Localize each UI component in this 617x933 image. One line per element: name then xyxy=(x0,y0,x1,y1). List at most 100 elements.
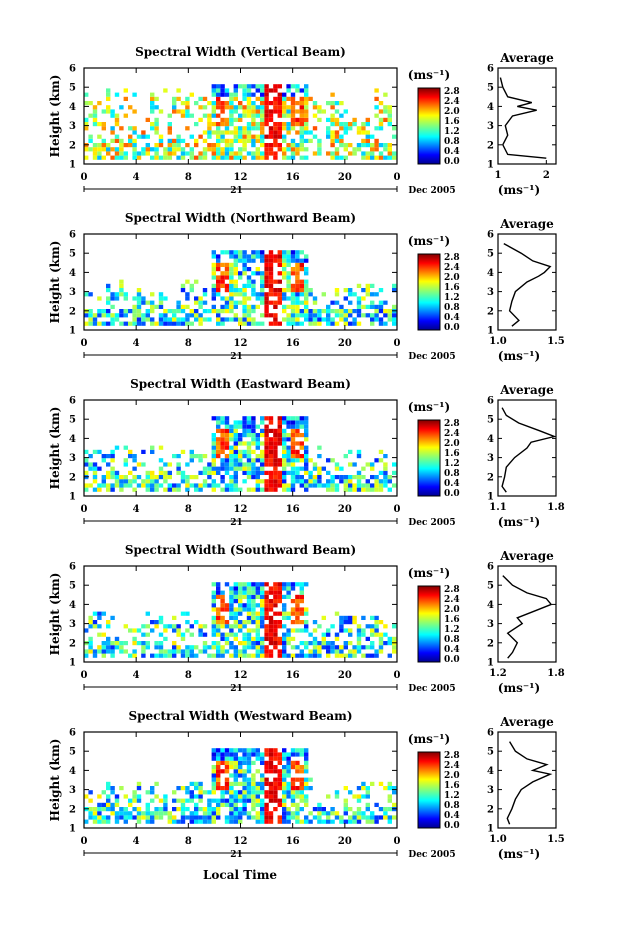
heatmap-cell xyxy=(392,151,397,156)
heatmap-cell xyxy=(330,113,335,118)
heatmap-cell xyxy=(339,466,344,471)
heatmap-cell xyxy=(136,292,142,297)
heatmap-cell xyxy=(370,283,375,288)
heatmap-cell xyxy=(348,641,353,646)
heatmap-cell xyxy=(308,458,313,463)
heatmap-cell xyxy=(317,313,322,318)
heatmap-cell xyxy=(304,267,309,272)
heatmap-cell xyxy=(92,611,98,616)
heatmap-cell xyxy=(286,462,291,467)
heatmap-cell xyxy=(154,122,159,127)
heatmap-cell xyxy=(180,288,186,293)
heatmap-cell xyxy=(365,117,370,122)
heatmap-cell xyxy=(251,309,256,314)
heatmap-cell xyxy=(150,449,155,454)
heatmap-cell xyxy=(224,624,230,629)
heatmap-cell xyxy=(273,752,278,757)
heatmap-cell xyxy=(282,769,287,774)
heatmap-cell xyxy=(343,147,348,152)
y-tick-label: 1 xyxy=(69,658,76,669)
heatmap-cell xyxy=(260,790,265,795)
heatmap-cell xyxy=(220,449,225,454)
heatmap-cell xyxy=(387,109,392,114)
heatmap-cell xyxy=(229,756,234,761)
heatmap-cell xyxy=(343,321,348,326)
heatmap-cell xyxy=(295,811,300,816)
heatmap-cell xyxy=(238,798,243,803)
heatmap-cell xyxy=(185,304,190,309)
heatmap-cell xyxy=(343,288,348,293)
heatmap-cell xyxy=(141,313,146,318)
heatmap-cell xyxy=(255,424,260,429)
heatmap-cell xyxy=(290,304,296,309)
heatmap-cell xyxy=(326,309,331,314)
heatmap-cell xyxy=(339,138,344,143)
heatmap-cell xyxy=(114,798,120,803)
heatmap-cell xyxy=(251,155,256,160)
heatmap-cell xyxy=(264,258,269,263)
heatmap-cell xyxy=(119,138,124,143)
heatmap-cell xyxy=(299,466,304,471)
heatmap-cell xyxy=(295,275,300,280)
heatmap-cell xyxy=(260,781,265,786)
heatmap-cell xyxy=(229,641,234,646)
heatmap-cell xyxy=(251,138,256,143)
average-profile-line xyxy=(503,242,552,327)
heatmap-cell xyxy=(220,769,225,774)
heatmap-cell xyxy=(229,254,234,259)
heatmap-cell xyxy=(233,777,238,782)
heatmap-cell xyxy=(326,313,331,318)
heatmap-cell xyxy=(260,254,265,259)
heatmap-cell xyxy=(273,313,278,318)
heatmap-cell xyxy=(339,309,344,314)
heatmap-cell xyxy=(238,607,243,612)
heatmap-cell xyxy=(132,794,137,799)
heatmap-cell xyxy=(290,586,296,591)
heatmap-cell xyxy=(273,143,278,148)
heatmap-cell xyxy=(202,130,208,135)
date-marker: 21 xyxy=(230,684,243,694)
heatmap-cell xyxy=(295,84,300,89)
heatmap-cell xyxy=(242,624,247,629)
heatmap-cell xyxy=(224,288,230,293)
heatmap-cell xyxy=(273,586,278,591)
heatmap-cell xyxy=(251,134,256,139)
heatmap-cell xyxy=(255,756,260,761)
heatmap-cell xyxy=(290,441,296,446)
heatmap-cell xyxy=(123,811,128,816)
heatmap-cell xyxy=(321,632,326,637)
heatmap-cell xyxy=(88,321,93,326)
heatmap-cell xyxy=(334,653,340,658)
heatmap-cell xyxy=(304,653,309,658)
x-tick-label: 8 xyxy=(185,172,192,183)
heatmap-cell xyxy=(264,309,269,314)
heatmap-cell xyxy=(260,258,265,263)
heatmap-cell xyxy=(110,113,115,118)
heatmap-cell xyxy=(106,781,111,786)
heatmap-cell xyxy=(277,458,282,463)
heatmap-cell xyxy=(383,624,388,629)
heatmap-cell xyxy=(233,313,238,318)
heatmap-cell xyxy=(312,645,318,650)
heatmap-cell xyxy=(378,151,384,156)
heatmap-cell xyxy=(277,760,282,765)
heatmap-cell xyxy=(374,96,379,101)
heatmap-cell xyxy=(194,279,199,284)
heatmap-cell xyxy=(343,483,348,488)
heatmap-cell xyxy=(158,138,164,143)
heatmap-cell xyxy=(224,636,230,641)
heatmap-cell xyxy=(286,819,291,824)
heatmap-cell xyxy=(242,96,247,101)
heatmap-cell xyxy=(220,275,225,280)
heatmap-cell xyxy=(114,155,120,160)
heatmap-cell xyxy=(194,101,199,106)
heatmap-cell xyxy=(251,288,256,293)
heatmap-cell xyxy=(172,819,177,824)
heatmap-cell xyxy=(97,151,102,156)
heatmap-cell xyxy=(317,807,322,812)
heatmap-cell xyxy=(246,428,252,433)
heatmap-cell xyxy=(216,416,221,421)
heatmap-cell xyxy=(260,134,265,139)
heatmap-cell xyxy=(145,632,150,637)
heatmap-cell xyxy=(224,262,230,267)
